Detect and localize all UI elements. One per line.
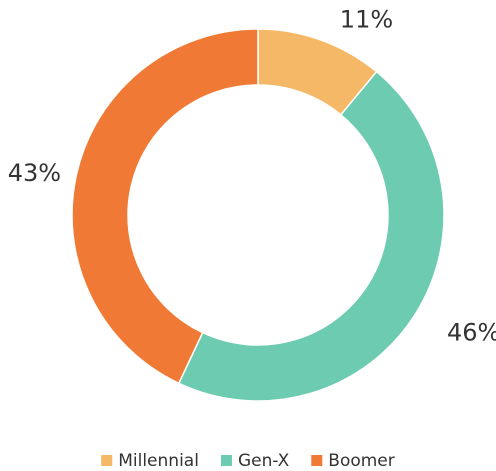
legend-label: Boomer: [328, 451, 394, 471]
legend-swatch: [220, 455, 232, 466]
value-label: 43%: [8, 159, 61, 187]
donut-segment: [177, 70, 445, 402]
value-label: 46%: [447, 319, 496, 347]
donut-segment: [71, 28, 259, 385]
legend-label: Millennial: [118, 451, 199, 471]
legend-label: Gen-X: [238, 451, 290, 471]
value-label: 11%: [340, 6, 393, 34]
legend-swatch: [101, 455, 113, 466]
legend-swatch: [311, 455, 323, 466]
